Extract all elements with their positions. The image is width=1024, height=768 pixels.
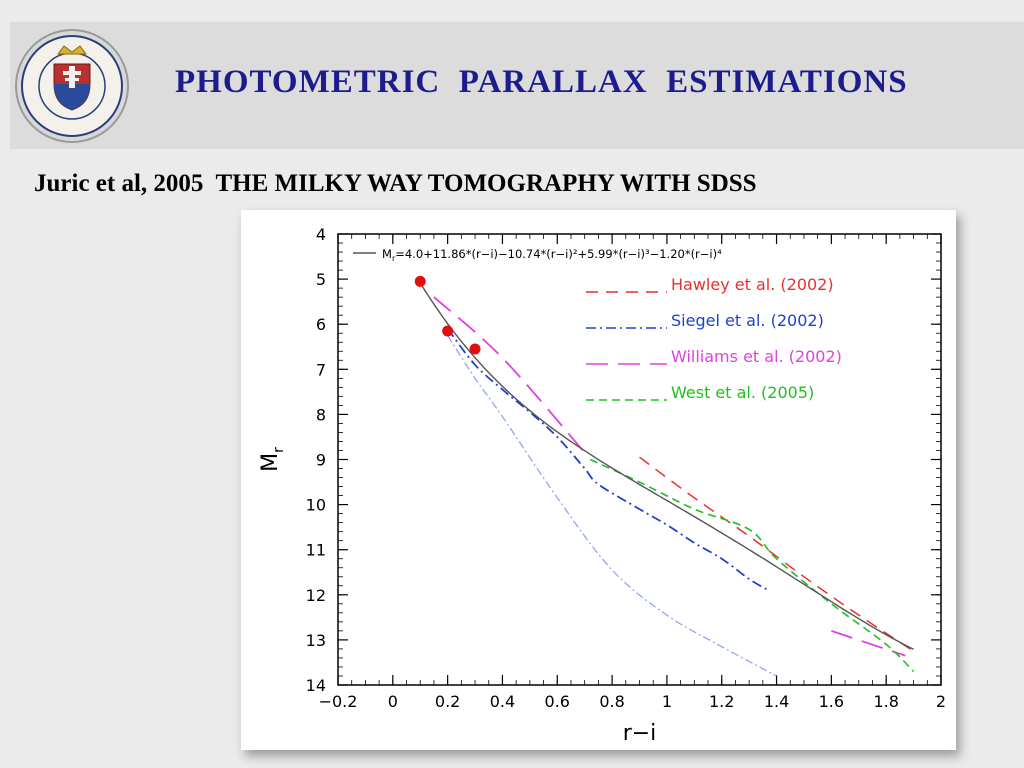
chart-card: −0.2 0 0.2 0.4 0.6 0.8 1 1.2 1.4 1.6 1.8 2 4 5 6 7 8 9 10 1…	[241, 210, 956, 750]
y-tick-label: 10	[306, 496, 326, 515]
y-axis-label: Mr	[258, 447, 287, 472]
series-line-2	[433, 296, 586, 454]
y-tick-label: 6	[316, 315, 326, 334]
x-tick-label: 2	[936, 692, 946, 711]
y-tick-label: 5	[316, 270, 326, 289]
seal-icon	[15, 29, 129, 143]
fit-curve-line	[419, 282, 914, 650]
y-tick-label: 14	[306, 676, 326, 695]
data-point	[469, 343, 481, 355]
x-tick-label: 1.6	[819, 692, 844, 711]
legend-label-3: West et al. (2005)	[671, 383, 814, 402]
page-title: PHOTOMETRIC PARALLAX ESTIMATIONS	[175, 64, 908, 100]
x-tick-label: 0.8	[599, 692, 624, 711]
x-tick-label: 1.4	[764, 692, 789, 711]
y-tick-label: 9	[316, 451, 326, 470]
legend-label-1: Siegel et al. (2002)	[671, 311, 824, 330]
y-tick-label: 8	[316, 405, 326, 424]
y-tick-label: 12	[306, 586, 326, 605]
y-tick-label: 13	[306, 631, 326, 650]
x-axis-label: r−i	[623, 721, 657, 746]
x-tick-label: 0	[388, 692, 398, 711]
legend-label-0: Hawley et al. (2002)	[671, 275, 834, 294]
y-tick-label: 4	[316, 225, 326, 244]
series-line-0	[639, 456, 915, 652]
series-line-1	[446, 328, 769, 592]
legend-label-2: Williams et al. (2002)	[671, 347, 842, 366]
header-band	[10, 22, 1024, 149]
slide-subtitle: Juric et al, 2005 THE MILKY WAY TOMOGRAP…	[34, 170, 757, 197]
x-tick-label: 1	[662, 692, 672, 711]
chart: −0.2 0 0.2 0.4 0.6 0.8 1 1.2 1.4 1.6 1.8 2 4 5 6 7 8 9 10 1…	[258, 225, 946, 746]
x-tick-label: 0.2	[435, 692, 460, 711]
series-line-2-segment	[831, 630, 906, 657]
x-tick-label: 0.4	[490, 692, 515, 711]
series-line-3	[589, 458, 915, 673]
plot-frame	[337, 233, 942, 686]
university-seal	[12, 26, 132, 146]
x-tick-label: −0.2	[319, 692, 358, 711]
formula-label: Mr=4.0+11.86*(r−i)−10.74*(r−i)²+5.99*(r−…	[382, 247, 722, 263]
data-point	[442, 325, 454, 337]
x-tick-label: 0.6	[545, 692, 570, 711]
y-tick-label: 7	[316, 360, 326, 379]
data-point	[414, 275, 426, 287]
x-tick-label: 1.2	[709, 692, 734, 711]
y-tick-label: 11	[306, 541, 326, 560]
x-tick-label: 1.8	[873, 692, 898, 711]
